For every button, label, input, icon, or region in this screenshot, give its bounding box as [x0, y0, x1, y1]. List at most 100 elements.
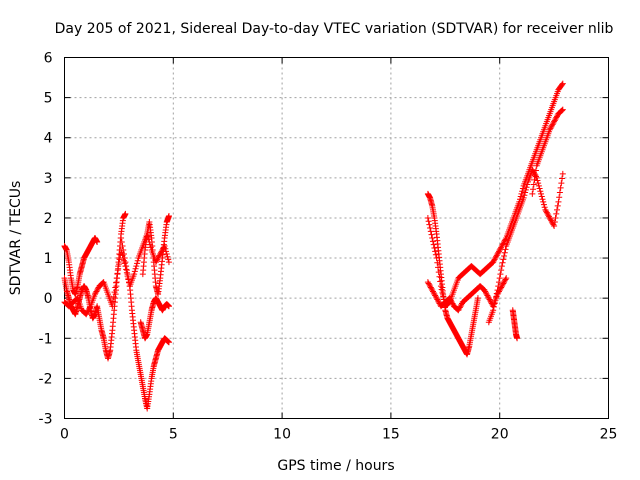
- data-point-interp: [482, 289, 489, 296]
- data-point-interp: [500, 256, 507, 263]
- data-point-interp: [163, 251, 170, 258]
- data-point-interp: [120, 257, 127, 264]
- data-point-interp: [431, 245, 438, 252]
- series-track-l: [529, 106, 566, 197]
- y-axis-label: SDTVAR / TECUs: [8, 181, 24, 296]
- data-point-interp: [133, 263, 140, 270]
- data-point-interp: [447, 296, 454, 303]
- data-point-interp: [499, 281, 506, 288]
- data-point-interp: [73, 295, 80, 302]
- data-point: [122, 210, 129, 217]
- data-point-interp: [532, 173, 539, 180]
- data-point-interp: [448, 297, 455, 304]
- data-point-interp: [550, 221, 557, 228]
- data-point-interp: [491, 300, 498, 307]
- data-point-interp: [430, 241, 437, 248]
- data-point: [559, 170, 566, 177]
- data-point-interp: [457, 303, 464, 310]
- data-point-interp: [498, 284, 505, 291]
- data-point-interp: [501, 253, 508, 260]
- data-point-interp: [521, 192, 528, 199]
- series-track-k: [509, 307, 521, 342]
- y-tick-label: -3: [39, 412, 53, 428]
- data-point-interp: [432, 292, 439, 299]
- data-point-interp: [540, 201, 547, 208]
- data-point-interp: [94, 287, 101, 294]
- data-point-interp: [501, 277, 508, 284]
- data-point-interp: [123, 267, 130, 274]
- data-point-interp: [543, 208, 550, 215]
- data-point-interp: [93, 288, 100, 295]
- data-point: [165, 339, 172, 346]
- x-axis: 0 5 10 15 20 25: [60, 57, 618, 443]
- data-point: [165, 303, 172, 310]
- y-tick-label: -2: [39, 371, 53, 387]
- data-point-interp: [543, 209, 550, 216]
- data-points: [61, 80, 566, 412]
- data-point-interp: [110, 293, 117, 300]
- data-point-interp: [497, 271, 504, 278]
- data-point: [446, 295, 453, 302]
- series-track-d: [118, 235, 172, 412]
- data-point: [529, 190, 536, 197]
- plot-frame: [64, 57, 609, 419]
- data-point-interp: [550, 120, 557, 127]
- series-track-g: [424, 80, 566, 310]
- series-track-h: [424, 190, 481, 358]
- data-point: [485, 295, 492, 302]
- data-point-interp: [429, 238, 436, 245]
- data-point-interp: [502, 246, 509, 253]
- data-point-interp: [531, 170, 538, 177]
- series-track-a: [61, 235, 101, 298]
- data-point: [559, 80, 566, 87]
- series-track-e: [137, 295, 172, 342]
- data-point-interp: [519, 188, 526, 195]
- data-point-interp: [425, 218, 432, 225]
- data-point-interp: [491, 256, 498, 263]
- x-tick-label: 25: [600, 427, 618, 443]
- data-point: [94, 239, 101, 246]
- data-point-interp: [552, 214, 559, 221]
- data-point-interp: [110, 298, 117, 305]
- y-tick-label: 1: [44, 251, 53, 267]
- data-point-interp: [532, 167, 539, 174]
- data-point: [433, 295, 440, 302]
- data-point-interp: [519, 185, 526, 192]
- data-point-interp: [495, 283, 502, 290]
- data-point-interp: [430, 289, 437, 296]
- data-point-interp: [530, 186, 537, 193]
- data-point-interp: [496, 247, 503, 254]
- series-track-f: [139, 212, 172, 298]
- data-point-interp: [164, 253, 171, 260]
- data-point: [538, 190, 545, 197]
- data-point-interp: [83, 309, 90, 316]
- data-point-interp: [492, 297, 499, 304]
- data-point-interp: [554, 202, 561, 209]
- data-point: [551, 222, 558, 229]
- data-point: [555, 198, 562, 205]
- data-point-interp: [547, 125, 554, 132]
- data-point-interp: [425, 280, 432, 287]
- data-point-interp: [501, 237, 508, 244]
- data-point: [494, 287, 501, 294]
- data-point-interp: [538, 193, 545, 200]
- data-point-interp: [558, 107, 565, 114]
- data-point: [546, 214, 553, 221]
- data-point: [424, 214, 431, 221]
- data-point: [118, 235, 125, 241]
- data-point-interp: [523, 184, 530, 191]
- x-tick-label: 20: [491, 427, 509, 443]
- data-point-interp: [553, 114, 560, 121]
- data-point-interp: [448, 299, 455, 306]
- data-point-interp: [501, 279, 508, 286]
- data-point-interp: [123, 263, 130, 270]
- data-point-interp: [155, 253, 162, 260]
- data-point-interp: [535, 180, 542, 187]
- data-point-interp: [534, 177, 541, 184]
- data-point-interp: [554, 113, 561, 120]
- y-tick-label: 4: [44, 131, 53, 147]
- data-point-interp: [427, 284, 434, 291]
- data-point-interp: [539, 196, 546, 203]
- data-point-interp: [485, 293, 492, 300]
- data-point: [498, 263, 505, 270]
